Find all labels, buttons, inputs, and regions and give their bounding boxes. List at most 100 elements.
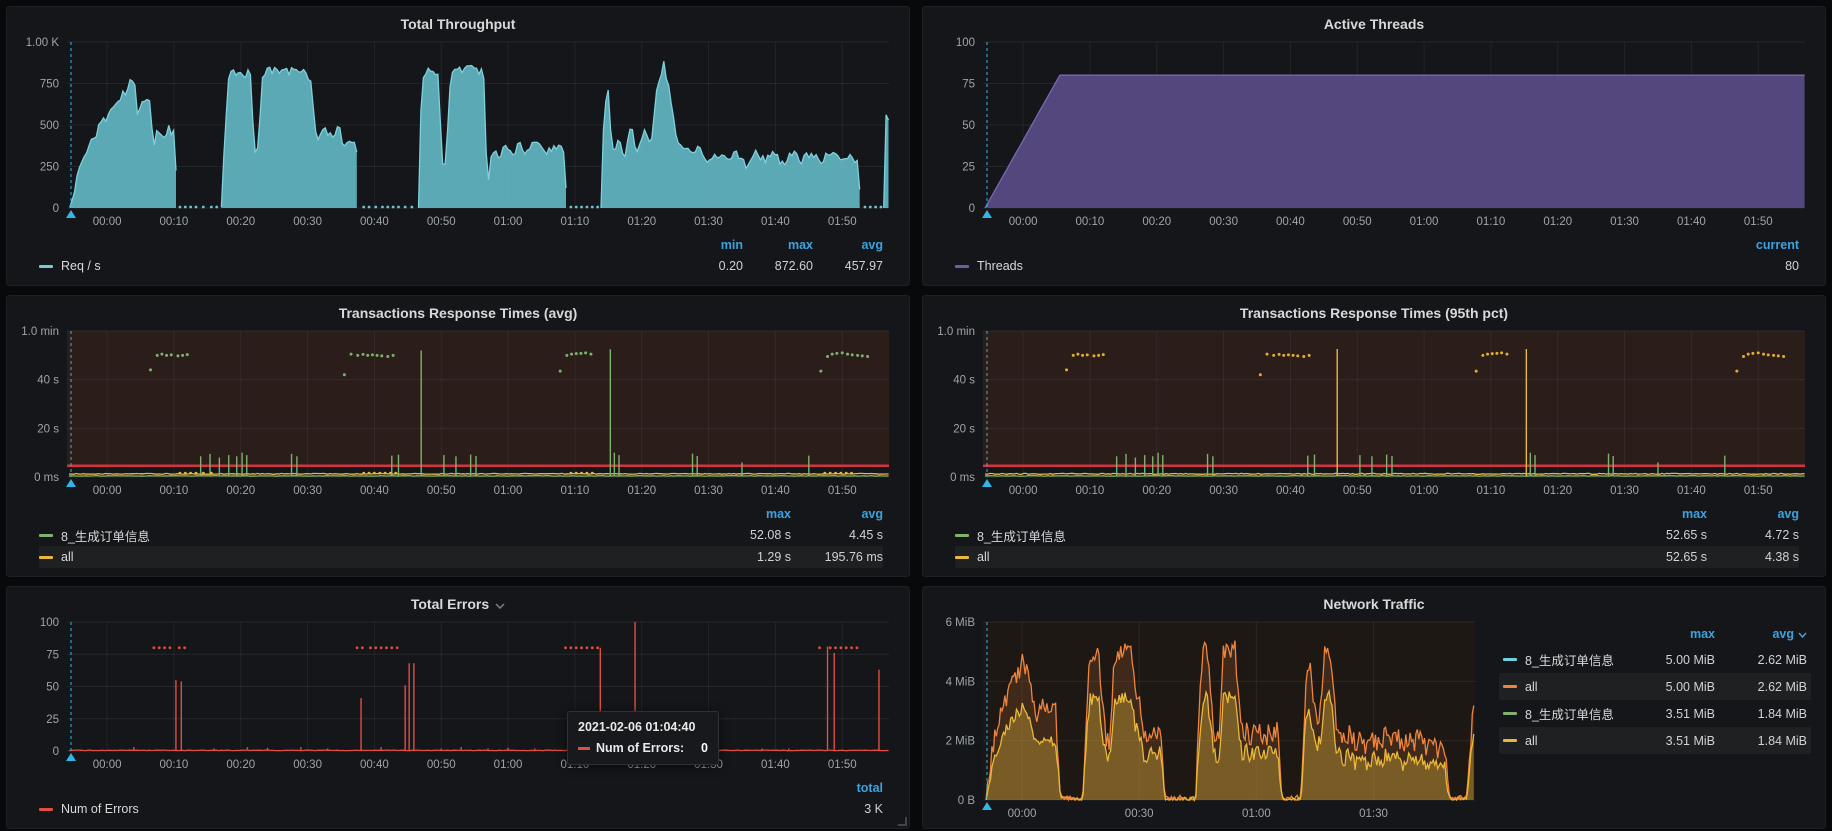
- panel-resize-handle[interactable]: [898, 817, 907, 826]
- series-color-dash[interactable]: [1503, 658, 1517, 661]
- svg-text:75: 75: [962, 79, 975, 91]
- svg-text:00:30: 00:30: [1209, 216, 1238, 228]
- legend-stat-value: 3.51 MiB: [1623, 734, 1715, 748]
- legend-stat-header-max[interactable]: max: [699, 507, 791, 521]
- svg-text:75: 75: [46, 649, 59, 661]
- legend-stat-header-avg[interactable]: avg: [1707, 507, 1799, 521]
- legend-stat-header-avg[interactable]: avg: [813, 238, 883, 252]
- legend-stat-header-max[interactable]: max: [1615, 507, 1707, 521]
- legend-stat-headers: total: [39, 777, 883, 798]
- svg-text:1.0 min: 1.0 min: [937, 326, 975, 338]
- svg-text:01:00: 01:00: [494, 216, 523, 228]
- series-label[interactable]: 8_生成订单信息: [1525, 650, 1614, 669]
- series-color-dash[interactable]: [955, 556, 969, 559]
- svg-text:0 B: 0 B: [958, 795, 976, 807]
- legend-stat-header-max[interactable]: max: [743, 238, 813, 252]
- svg-text:01:50: 01:50: [828, 216, 857, 228]
- throughput-chart[interactable]: 02505007501.00 K00:0000:1000:2000:3000:4…: [17, 34, 899, 232]
- svg-text:20 s: 20 s: [37, 423, 59, 435]
- svg-text:40 s: 40 s: [953, 375, 975, 387]
- series-label[interactable]: 8_生成订单信息: [1525, 704, 1614, 723]
- legend-stat-header-avg[interactable]: avg: [791, 507, 883, 521]
- active-threads-chart[interactable]: 025507510000:0000:1000:2000:3000:4000:50…: [933, 34, 1815, 232]
- series-color-dash[interactable]: [1503, 712, 1517, 715]
- legend-row: 8_生成订单信息52.08 s4.45 s: [39, 524, 883, 546]
- svg-text:01:30: 01:30: [694, 216, 723, 228]
- svg-text:01:40: 01:40: [761, 216, 790, 228]
- legend-stat-value: 2.62 MiB: [1715, 653, 1807, 667]
- legend-stat-value: 52.65 s: [1615, 550, 1707, 564]
- series-label[interactable]: Threads: [977, 259, 1023, 273]
- panel-title[interactable]: Total Errors: [17, 592, 899, 614]
- legend-stat-value: 5.00 MiB: [1623, 680, 1715, 694]
- svg-text:50: 50: [962, 120, 975, 132]
- svg-text:00:10: 00:10: [1076, 485, 1105, 497]
- svg-text:01:30: 01:30: [1610, 485, 1639, 497]
- legend-stat-header-current[interactable]: current: [1729, 238, 1799, 252]
- svg-text:01:30: 01:30: [1610, 216, 1639, 228]
- svg-text:00:10: 00:10: [1076, 216, 1105, 228]
- svg-text:01:30: 01:30: [694, 485, 723, 497]
- legend-stat-value: 80: [1729, 259, 1799, 273]
- legend-row: 8_生成订单信息5.00 MiB2.62 MiB: [1499, 646, 1811, 673]
- svg-text:00:30: 00:30: [293, 485, 322, 497]
- series-label[interactable]: Req / s: [61, 259, 101, 273]
- series-color-dash[interactable]: [955, 265, 969, 268]
- svg-text:100: 100: [956, 37, 975, 49]
- panel-title[interactable]: Transactions Response Times (95th pct): [933, 301, 1815, 323]
- legend-stat-value: 52.08 s: [699, 528, 791, 542]
- response-times-avg-chart[interactable]: 0 ms20 s40 s1.0 min00:0000:1000:2000:300…: [17, 323, 899, 501]
- svg-text:01:00: 01:00: [1410, 485, 1439, 497]
- panel-title[interactable]: Total Throughput: [17, 12, 899, 34]
- grafana-dashboard: Total Throughput 02505007501.00 K00:0000…: [0, 0, 1832, 831]
- series-label[interactable]: 8_生成订单信息: [977, 526, 1066, 545]
- panel-title[interactable]: Active Threads: [933, 12, 1815, 34]
- total-errors-chart[interactable]: 025507510000:0000:1000:2000:3000:4000:50…: [17, 614, 899, 775]
- svg-text:01:20: 01:20: [627, 759, 656, 771]
- series-color-dash[interactable]: [955, 534, 969, 537]
- legend-stat-header-min[interactable]: min: [673, 238, 743, 252]
- series-color-dash[interactable]: [39, 556, 53, 559]
- throughput-legend: minmaxavgReq / s0.20872.60457.97: [17, 232, 899, 281]
- svg-text:01:20: 01:20: [627, 216, 656, 228]
- series-label[interactable]: all: [1525, 680, 1538, 694]
- series-color-dash[interactable]: [39, 808, 53, 811]
- network-traffic-chart[interactable]: 0 B2 MiB4 MiB6 MiB00:0000:3001:0001:30: [933, 614, 1485, 824]
- svg-text:00:40: 00:40: [1276, 216, 1305, 228]
- svg-text:00:20: 00:20: [226, 216, 255, 228]
- svg-text:01:20: 01:20: [627, 485, 656, 497]
- series-label[interactable]: all: [977, 550, 990, 564]
- legend-stat-header-avg[interactable]: avg: [1715, 627, 1807, 641]
- svg-text:0: 0: [53, 203, 59, 215]
- response-times-95pct-chart[interactable]: 0 ms20 s40 s1.0 min00:0000:1000:2000:300…: [933, 323, 1815, 501]
- legend-stat-value: 3 K: [813, 802, 883, 816]
- svg-text:01:50: 01:50: [1744, 216, 1773, 228]
- sort-chevron-icon: [1798, 627, 1807, 641]
- series-color-dash[interactable]: [39, 534, 53, 537]
- panel-title[interactable]: Network Traffic: [933, 592, 1815, 614]
- svg-text:0 ms: 0 ms: [34, 472, 59, 484]
- legend-stat-value: 1.29 s: [699, 550, 791, 564]
- svg-text:00:40: 00:40: [360, 216, 389, 228]
- series-color-dash[interactable]: [1503, 685, 1517, 688]
- series-label[interactable]: all: [1525, 734, 1538, 748]
- series-label[interactable]: Num of Errors: [61, 802, 139, 816]
- panel-menu-chevron-icon[interactable]: [495, 596, 505, 612]
- svg-text:100: 100: [40, 617, 59, 629]
- panel-title[interactable]: Transactions Response Times (avg): [17, 301, 899, 323]
- series-label[interactable]: all: [61, 550, 74, 564]
- svg-text:01:50: 01:50: [828, 759, 857, 771]
- series-color-dash[interactable]: [39, 265, 53, 268]
- svg-text:00:00: 00:00: [93, 485, 122, 497]
- svg-text:01:10: 01:10: [561, 759, 590, 771]
- svg-text:01:00: 01:00: [1410, 216, 1439, 228]
- series-label[interactable]: 8_生成订单信息: [61, 526, 150, 545]
- legend-stat-header-max[interactable]: max: [1623, 627, 1715, 641]
- svg-text:0: 0: [53, 746, 59, 758]
- svg-text:01:00: 01:00: [1242, 808, 1271, 820]
- svg-text:00:00: 00:00: [93, 216, 122, 228]
- legend-stat-header-total[interactable]: total: [813, 781, 883, 795]
- series-color-dash[interactable]: [1503, 739, 1517, 742]
- legend-row: Num of Errors 3 K: [39, 798, 883, 820]
- svg-text:00:20: 00:20: [226, 759, 255, 771]
